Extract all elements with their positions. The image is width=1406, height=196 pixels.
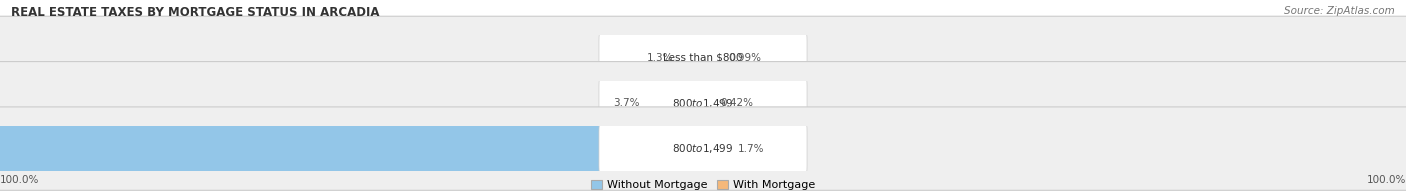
Text: 100.0%: 100.0% <box>0 175 39 185</box>
FancyBboxPatch shape <box>699 71 713 136</box>
Legend: Without Mortgage, With Mortgage: Without Mortgage, With Mortgage <box>586 176 820 195</box>
FancyBboxPatch shape <box>699 116 731 181</box>
Text: 100.0%: 100.0% <box>1367 175 1406 185</box>
Text: 3.7%: 3.7% <box>613 98 640 108</box>
Text: 1.3%: 1.3% <box>647 53 673 63</box>
Text: $800 to $1,499: $800 to $1,499 <box>672 142 734 155</box>
Text: 0.99%: 0.99% <box>728 53 761 63</box>
FancyBboxPatch shape <box>599 68 807 138</box>
FancyBboxPatch shape <box>699 25 721 91</box>
FancyBboxPatch shape <box>0 62 1406 145</box>
FancyBboxPatch shape <box>0 107 1406 190</box>
FancyBboxPatch shape <box>0 16 1406 100</box>
Text: REAL ESTATE TAXES BY MORTGAGE STATUS IN ARCADIA: REAL ESTATE TAXES BY MORTGAGE STATUS IN … <box>11 6 380 19</box>
Text: Source: ZipAtlas.com: Source: ZipAtlas.com <box>1284 6 1395 16</box>
Text: 1.7%: 1.7% <box>738 144 765 154</box>
Text: $800 to $1,499: $800 to $1,499 <box>672 97 734 110</box>
FancyBboxPatch shape <box>647 71 707 136</box>
Text: Less than $800: Less than $800 <box>664 53 742 63</box>
FancyBboxPatch shape <box>599 23 807 93</box>
FancyBboxPatch shape <box>599 114 807 183</box>
Text: 0.42%: 0.42% <box>720 98 754 108</box>
FancyBboxPatch shape <box>681 25 707 91</box>
FancyBboxPatch shape <box>0 116 707 181</box>
